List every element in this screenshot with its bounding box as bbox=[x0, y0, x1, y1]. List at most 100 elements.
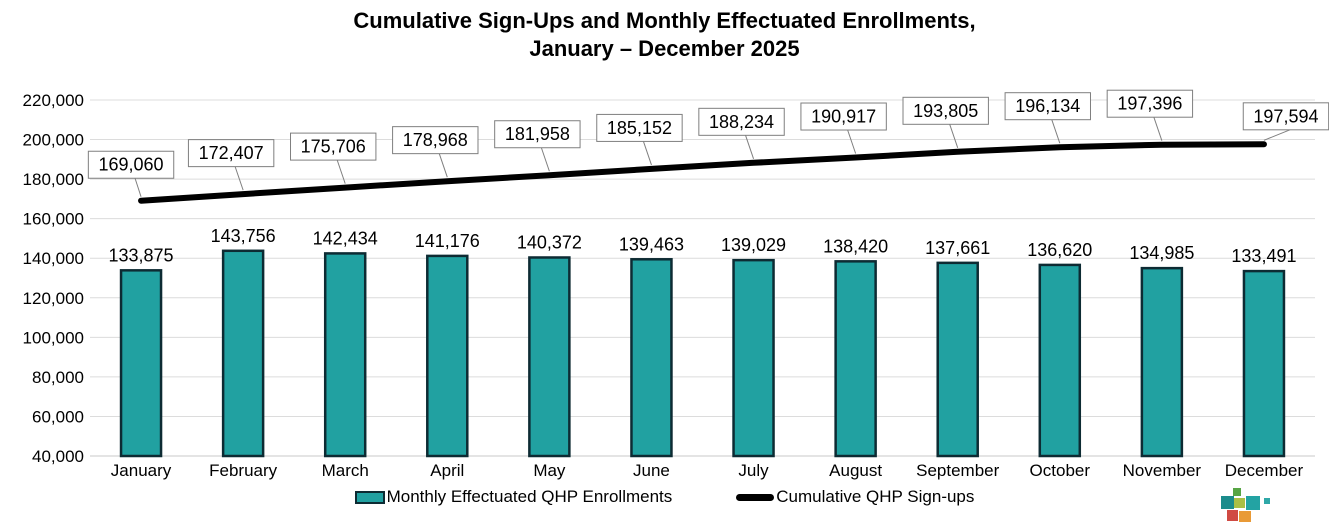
bar-value-label: 137,661 bbox=[925, 238, 990, 258]
y-axis-label: 60,000 bbox=[32, 407, 84, 426]
bar-value-label: 141,176 bbox=[415, 231, 480, 251]
logo-square bbox=[1221, 496, 1234, 509]
bar-september bbox=[936, 261, 979, 458]
line-value-label: 172,407 bbox=[199, 143, 264, 163]
label-leader-line bbox=[336, 159, 346, 184]
bar-value-label: 139,463 bbox=[619, 234, 684, 254]
line-value-label: 188,234 bbox=[709, 112, 774, 132]
chart-legend: Monthly Effectuated QHP Enrollments Cumu… bbox=[0, 487, 1329, 507]
bar-august bbox=[834, 260, 877, 458]
y-axis-label: 120,000 bbox=[23, 289, 84, 308]
line-value-label: 193,805 bbox=[913, 101, 978, 121]
line-label-box bbox=[1106, 89, 1194, 118]
line-label-box bbox=[392, 126, 479, 155]
line-value-label: 197,594 bbox=[1253, 106, 1318, 126]
chart-title-line2: January – December 2025 bbox=[529, 36, 800, 61]
line-label-box bbox=[290, 132, 377, 161]
x-axis-label-march: March bbox=[322, 461, 369, 480]
line-label-box bbox=[187, 139, 275, 168]
bar-value-label: 142,434 bbox=[313, 228, 378, 248]
label-leader-line bbox=[1263, 129, 1291, 141]
bar-may bbox=[528, 256, 571, 458]
line-value-label: 197,396 bbox=[1117, 94, 1182, 114]
bar-value-label: 133,491 bbox=[1231, 246, 1296, 266]
bar-swatch-icon bbox=[354, 490, 385, 504]
x-axis-label-april: April bbox=[430, 461, 464, 480]
bar-value-label: 138,420 bbox=[823, 236, 888, 256]
label-leader-line bbox=[438, 153, 448, 178]
line-value-label: 178,968 bbox=[403, 130, 468, 150]
y-axis-label: 140,000 bbox=[23, 249, 84, 268]
logo-square bbox=[1234, 498, 1245, 508]
y-axis-label: 200,000 bbox=[23, 131, 84, 150]
line-label-box bbox=[596, 113, 683, 142]
x-axis-label-january: January bbox=[111, 461, 172, 480]
x-axis-label-december: December bbox=[1225, 461, 1304, 480]
bar-january bbox=[119, 269, 163, 458]
x-axis-label-august: August bbox=[829, 461, 882, 480]
bar-value-label: 134,985 bbox=[1129, 243, 1194, 263]
bar-march bbox=[323, 252, 367, 458]
x-axis-label-september: September bbox=[916, 461, 999, 480]
label-leader-line bbox=[234, 166, 244, 191]
bar-october bbox=[1038, 263, 1082, 458]
colored-squares-logo bbox=[1218, 486, 1278, 524]
cumulative-line bbox=[138, 141, 1267, 204]
x-axis-label-october: October bbox=[1030, 461, 1091, 480]
y-axis-label: 80,000 bbox=[32, 368, 84, 387]
label-leader-line bbox=[1051, 119, 1061, 144]
line-label-box bbox=[902, 96, 989, 125]
x-axis-label-february: February bbox=[209, 461, 278, 480]
line-label-box bbox=[494, 120, 581, 149]
bar-value-label: 143,756 bbox=[211, 226, 276, 246]
line-label-box bbox=[800, 102, 887, 131]
y-axis-label: 220,000 bbox=[23, 91, 84, 110]
logo-square bbox=[1233, 488, 1241, 496]
line-value-label: 190,917 bbox=[811, 107, 876, 127]
bar-value-label: 133,875 bbox=[109, 245, 174, 265]
bar-december bbox=[1242, 269, 1286, 458]
bar-february bbox=[221, 249, 265, 458]
legend-item-enrollments: Monthly Effectuated QHP Enrollments bbox=[354, 487, 673, 507]
line-label-box bbox=[1004, 92, 1091, 121]
label-leader-line bbox=[745, 135, 755, 159]
bar-april bbox=[426, 254, 469, 458]
bar-november bbox=[1140, 266, 1184, 458]
bar-value-label: 140,372 bbox=[517, 232, 582, 252]
line-value-label: 196,134 bbox=[1015, 96, 1080, 116]
chart-title-line1: Cumulative Sign-Ups and Monthly Effectua… bbox=[353, 8, 976, 33]
line-value-label: 169,060 bbox=[99, 155, 164, 175]
logo-square bbox=[1239, 511, 1251, 522]
bar-value-label: 136,620 bbox=[1027, 240, 1092, 260]
x-axis-label-november: November bbox=[1123, 461, 1202, 480]
logo-square bbox=[1264, 498, 1270, 504]
y-axis-label: 100,000 bbox=[23, 328, 84, 347]
y-axis-label: 40,000 bbox=[32, 447, 84, 466]
line-value-label: 181,958 bbox=[505, 124, 570, 144]
label-leader-line bbox=[949, 124, 959, 148]
label-leader-line bbox=[847, 129, 857, 154]
line-value-label: 175,706 bbox=[301, 137, 366, 157]
label-leader-line bbox=[642, 141, 652, 166]
legend-label-enrollments: Monthly Effectuated QHP Enrollments bbox=[386, 487, 673, 506]
bar-value-label: 139,029 bbox=[721, 235, 786, 255]
bar-june bbox=[630, 258, 673, 458]
line-label-box bbox=[698, 107, 785, 136]
y-axis-label: 160,000 bbox=[23, 210, 84, 229]
label-leader-line bbox=[1153, 117, 1163, 141]
legend-item-signups: Cumulative QHP Sign-ups bbox=[736, 487, 974, 507]
legend-label-signups: Cumulative QHP Sign-ups bbox=[776, 487, 975, 506]
y-axis-label: 180,000 bbox=[23, 170, 84, 189]
x-axis-label-may: May bbox=[533, 461, 566, 480]
line-value-label: 185,152 bbox=[607, 118, 672, 138]
logo-square bbox=[1227, 510, 1238, 521]
x-axis-label-june: June bbox=[633, 461, 670, 480]
label-leader-line bbox=[540, 147, 550, 172]
x-axis-label-july: July bbox=[738, 461, 769, 480]
line-swatch-icon bbox=[736, 493, 775, 501]
line-label-box bbox=[87, 150, 175, 179]
line-label-box bbox=[1242, 102, 1329, 131]
logo-square bbox=[1246, 496, 1260, 510]
